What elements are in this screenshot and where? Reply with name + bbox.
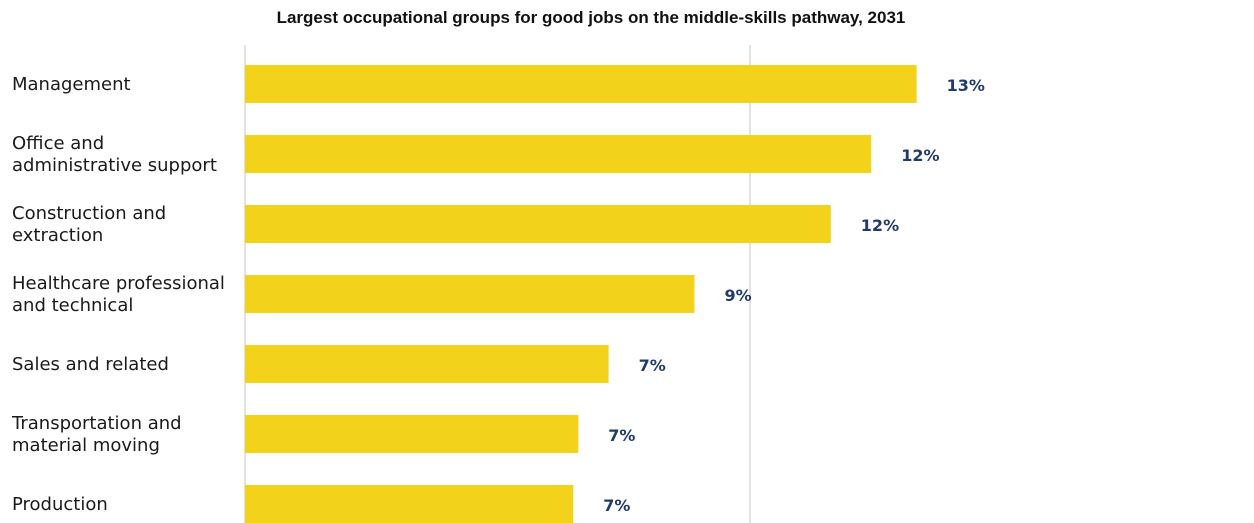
category-label: Management — [12, 74, 131, 95]
category-label: Healthcare professional — [12, 273, 225, 294]
value-label: 12% — [901, 146, 939, 165]
category-label: extraction — [12, 225, 103, 246]
category-label: Office and — [12, 133, 104, 154]
value-label: 9% — [724, 286, 751, 305]
category-label: Construction and — [12, 203, 166, 224]
value-label: 12% — [861, 216, 899, 235]
bar — [245, 205, 831, 243]
bar — [245, 345, 609, 383]
bars — [245, 65, 917, 523]
bar — [245, 415, 579, 453]
value-label: 7% — [603, 496, 630, 515]
category-label: and technical — [12, 295, 133, 316]
value-label: 13% — [947, 76, 985, 95]
value-label: 7% — [639, 356, 666, 375]
value-labels: 13% 12% 12% 9% 7% 7% 7% — [603, 76, 985, 515]
category-label: Sales and related — [12, 354, 169, 375]
chart-title: Largest occupational groups for good job… — [276, 8, 906, 27]
category-label: Production — [12, 494, 108, 515]
category-label: Transportation and — [11, 413, 182, 434]
bar — [245, 485, 574, 523]
category-label: administrative support — [12, 155, 217, 176]
bar — [245, 275, 695, 313]
bar — [245, 135, 872, 173]
value-label: 7% — [608, 426, 635, 445]
bar — [245, 65, 917, 103]
category-label: material moving — [12, 435, 160, 456]
